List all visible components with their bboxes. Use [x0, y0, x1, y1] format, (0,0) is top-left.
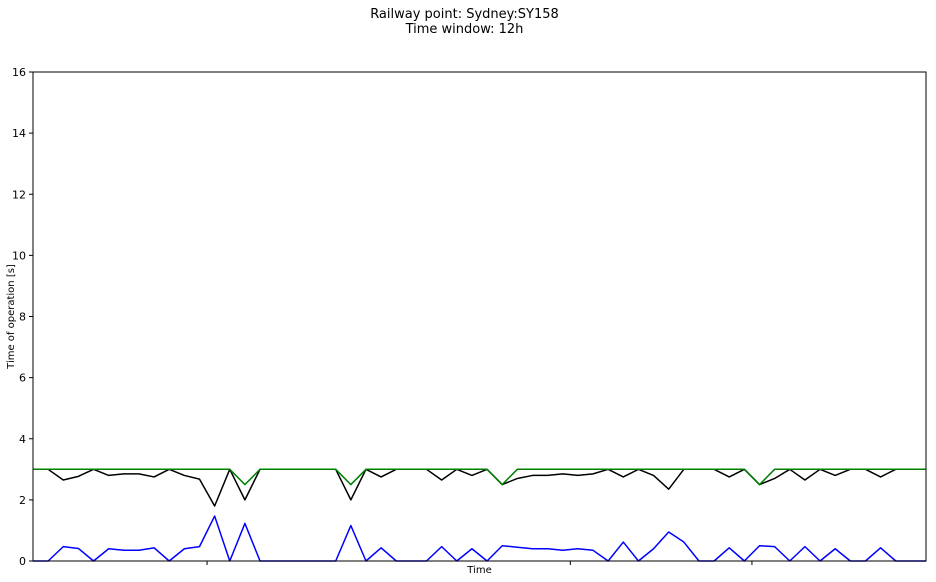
y-tick-label: 14 [12, 127, 26, 140]
series-line-2 [33, 468, 926, 486]
y-tick-label: 0 [19, 555, 26, 568]
x-axis-label: Time [466, 565, 491, 576]
y-tick-label: 4 [19, 433, 26, 446]
plot-area-frame [32, 71, 927, 562]
chart-title-line-1: Railway point: Sydney:SY158 [370, 7, 559, 22]
x-axis [206, 561, 753, 565]
y-axis-label: Time of operation [s] [6, 264, 17, 370]
series-layer [33, 468, 926, 562]
y-tick-label: 12 [12, 188, 26, 201]
series-line-1 [33, 468, 926, 507]
y-tick-label: 2 [19, 494, 26, 507]
y-axis: 0 2 4 6 8 10 12 14 16 [12, 66, 33, 568]
y-tick-label: 10 [12, 249, 26, 262]
series-line-3 [33, 515, 926, 562]
y-tick-label: 16 [12, 66, 26, 79]
y-tick-label: 8 [19, 311, 26, 324]
y-tick-label: 6 [19, 372, 26, 385]
chart-title-line-2: Time window: 12h [405, 22, 524, 37]
